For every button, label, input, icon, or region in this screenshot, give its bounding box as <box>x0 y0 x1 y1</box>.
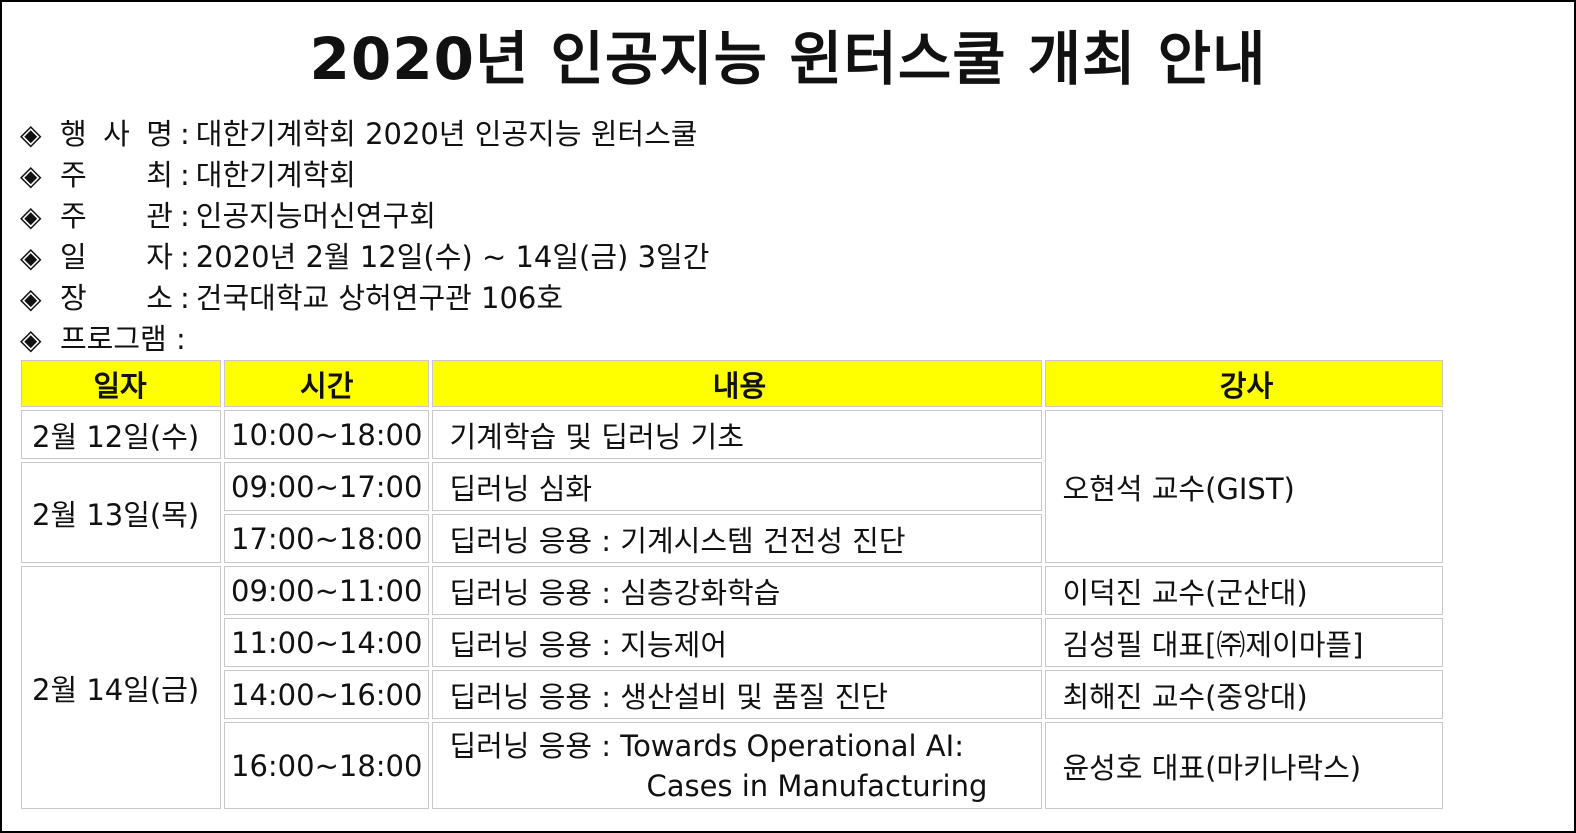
table-row: 11:00~14:00 딥러닝 응용 : 지능제어 김성필 대표[㈜제이마플] <box>21 618 1444 667</box>
program-table: 일자 시간 내용 강사 2월 12일(수) 10:00~18:00 기계학습 및… <box>18 357 1446 812</box>
date-cell: 2월 14일(금) <box>21 566 221 809</box>
info-label: 주 관 <box>60 199 173 233</box>
info-colon: : <box>180 281 190 315</box>
content-cell: 딥러닝 심화 <box>432 462 1043 511</box>
table-row: 14:00~16:00 딥러닝 응용 : 생산설비 및 품질 진단 최해진 교수… <box>21 670 1444 719</box>
lecturer-cell: 윤성호 대표(마키나락스) <box>1045 722 1444 809</box>
event-info: ◈ 행 사 명 : 대한기계학회 2020년 인공지능 윈터스쿨 ◈ 주 최 :… <box>20 114 709 360</box>
diamond-bullet-icon: ◈ <box>20 323 42 356</box>
content-line-1: 딥러닝 응용 : Towards Operational AI: <box>449 728 964 763</box>
header-content: 내용 <box>432 360 1043 407</box>
time-cell: 16:00~18:00 <box>224 722 430 809</box>
lecturer-cell: 오현석 교수(GIST) <box>1045 410 1444 563</box>
info-colon: : <box>180 240 190 274</box>
info-value: 2020년 2월 12일(수) ~ 14일(금) 3일간 <box>195 240 710 274</box>
info-value: 인공지능머신연구회 <box>195 199 436 233</box>
info-row-venue: ◈ 장 소 : 건국대학교 상허연구관 106호 <box>20 278 709 319</box>
info-row-event-name: ◈ 행 사 명 : 대한기계학회 2020년 인공지능 윈터스쿨 <box>20 114 709 155</box>
table-row: 16:00~18:00 딥러닝 응용 : Towards Operational… <box>21 722 1444 809</box>
info-label: 장 소 <box>60 281 173 315</box>
time-cell: 09:00~17:00 <box>224 462 430 511</box>
content-cell: 딥러닝 응용 : 생산설비 및 품질 진단 <box>432 670 1043 719</box>
time-cell: 11:00~14:00 <box>224 618 430 667</box>
date-cell: 2월 13일(목) <box>21 462 221 563</box>
date-cell: 2월 12일(수) <box>21 410 221 459</box>
info-value: 대한기계학회 <box>195 158 356 192</box>
info-colon: : <box>180 158 190 192</box>
table-row: 2월 12일(수) 10:00~18:00 기계학습 및 딥러닝 기초 오현석 … <box>21 410 1444 563</box>
time-cell: 17:00~18:00 <box>224 514 430 563</box>
info-value: 대한기계학회 2020년 인공지능 윈터스쿨 <box>195 117 698 151</box>
content-cell: 딥러닝 응용 : 기계시스템 건전성 진단 <box>432 514 1043 563</box>
diamond-bullet-icon: ◈ <box>20 159 42 192</box>
info-label: 일 자 <box>60 240 173 274</box>
header-lecturer: 강사 <box>1045 360 1444 407</box>
diamond-bullet-icon: ◈ <box>20 241 42 274</box>
header-date: 일자 <box>21 360 221 407</box>
content-cell: 기계학습 및 딥러닝 기초 <box>432 410 1043 459</box>
info-label: 행 사 명 <box>60 117 173 151</box>
info-colon: : <box>180 199 190 233</box>
lecturer-cell: 이덕진 교수(군산대) <box>1045 566 1444 615</box>
time-cell: 09:00~11:00 <box>224 566 430 615</box>
content-cell: 딥러닝 응용 : 심층강화학습 <box>432 566 1043 615</box>
page-title: 2020년 인공지능 윈터스쿨 개최 안내 <box>309 25 1267 93</box>
info-colon: : <box>180 117 190 151</box>
content-cell: 딥러닝 응용 : Towards Operational AI: Cases i… <box>432 722 1043 809</box>
info-row-host: ◈ 주 최 : 대한기계학회 <box>20 155 709 196</box>
table-row: 2월 14일(금) 09:00~11:00 딥러닝 응용 : 심층강화학습 이덕… <box>21 566 1444 809</box>
info-label: 주 최 <box>60 158 173 192</box>
table-row: 2월 13일(목) 09:00~17:00 딥러닝 심화 <box>21 462 1443 563</box>
header-time: 시간 <box>224 360 430 407</box>
table-row: 17:00~18:00 딥러닝 응용 : 기계시스템 건전성 진단 <box>21 514 1443 563</box>
time-cell: 10:00~18:00 <box>224 410 430 459</box>
info-label: 프로그램 : <box>60 322 186 356</box>
diamond-bullet-icon: ◈ <box>20 118 42 151</box>
diamond-bullet-icon: ◈ <box>20 282 42 315</box>
table-header-row: 일자 시간 내용 강사 <box>21 360 1444 407</box>
info-row-organizer: ◈ 주 관 : 인공지능머신연구회 <box>20 196 709 237</box>
time-cell: 14:00~16:00 <box>224 670 430 719</box>
diamond-bullet-icon: ◈ <box>20 200 42 233</box>
lecturer-cell: 김성필 대표[㈜제이마플] <box>1045 618 1444 667</box>
info-row-program: ◈ 프로그램 : <box>20 319 709 360</box>
content-cell: 딥러닝 응용 : 지능제어 <box>432 618 1043 667</box>
content-line-2: Cases in Manufacturing <box>646 768 988 803</box>
lecturer-cell: 최해진 교수(중앙대) <box>1045 670 1444 719</box>
info-row-date: ◈ 일 자 : 2020년 2월 12일(수) ~ 14일(금) 3일간 <box>20 237 709 278</box>
info-value: 건국대학교 상허연구관 106호 <box>195 281 564 315</box>
